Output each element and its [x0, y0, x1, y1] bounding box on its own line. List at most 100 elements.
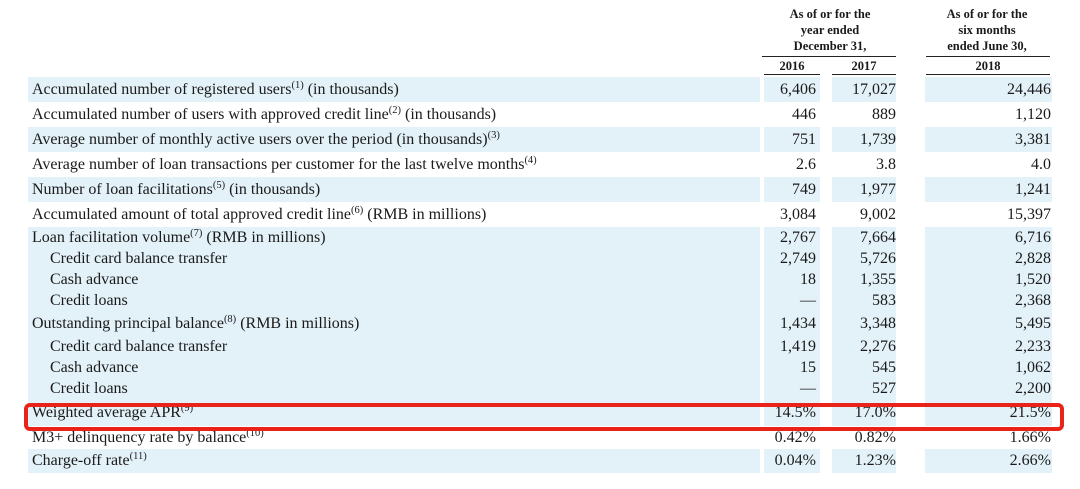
year-2017: 2017 — [851, 59, 877, 73]
header-six-months: As of or for the six months ended June 3… — [922, 6, 1052, 54]
row-shade — [832, 357, 896, 378]
row-shade — [832, 269, 896, 290]
value-2018: 1,241 — [1015, 180, 1051, 198]
row-label-text: Cash advance — [50, 270, 139, 288]
table-header: As of or for the year ended December 31,… — [0, 4, 1080, 75]
value-2017: 1.23% — [854, 452, 896, 469]
value-2018: 1,062 — [1015, 358, 1051, 376]
year-2016: 2016 — [779, 59, 805, 73]
row-shade — [28, 336, 760, 357]
row-label: M3+ delinquency rate by balance(10) — [32, 428, 264, 448]
header-a-line-2: year ended — [800, 23, 860, 37]
table-row: Cash advance 15 545 1,062 — [0, 357, 1080, 378]
row-shade — [28, 357, 760, 378]
value-2017: 3.8 — [876, 155, 896, 173]
footnote-marker: (8) — [223, 313, 237, 325]
value-2016: — — [800, 291, 816, 309]
row-shade — [832, 127, 896, 152]
value-2018: 1.66% — [1009, 428, 1051, 446]
row-shade — [28, 227, 760, 248]
year-rule-2018 — [926, 74, 1050, 75]
row-label-text: Credit loans — [50, 291, 128, 309]
value-2018: 2.66% — [1009, 452, 1051, 469]
value-2016: 2,767 — [780, 228, 816, 246]
row-shade — [925, 227, 1052, 248]
footnote-marker: (2) — [388, 104, 402, 116]
value-2016: 3,084 — [780, 205, 816, 223]
row-label: Number of loan facilitations(5) (in thou… — [32, 180, 320, 200]
row-label-text: M3+ delinquency rate by balance — [32, 428, 247, 446]
value-2016: 2,749 — [780, 249, 816, 267]
value-2018: 1,520 — [1015, 270, 1051, 288]
row-shade — [764, 357, 820, 378]
row-shade — [764, 311, 820, 336]
value-2018: 2,828 — [1015, 249, 1051, 267]
row-shade — [832, 311, 896, 336]
value-2017: 1,977 — [860, 180, 896, 198]
value-2016: 15 — [800, 358, 816, 376]
row-shade — [925, 127, 1052, 152]
value-2017: 17.0% — [854, 403, 896, 421]
row-shade — [764, 336, 820, 357]
value-2018: 1,120 — [1015, 105, 1051, 123]
row-label-text: Credit loans — [50, 379, 128, 397]
row-shade — [832, 177, 896, 202]
value-2017: 2,276 — [860, 337, 896, 355]
row-label-text: Accumulated amount of total approved cre… — [32, 205, 351, 223]
row-label-unit: (in thousands) — [225, 180, 321, 198]
row-shade — [28, 290, 760, 311]
value-2017: 0.82% — [854, 428, 896, 446]
row-label: Cash advance — [50, 270, 138, 290]
row-shade — [925, 336, 1052, 357]
row-label-text: Weighted average APR — [32, 403, 181, 421]
table-row: Credit card balance transfer 1,419 2,276 2,… — [0, 336, 1080, 357]
row-shade — [832, 449, 896, 473]
row-shade — [764, 378, 820, 399]
row-shade — [925, 269, 1052, 290]
header-a-line-1: As of or for the — [789, 7, 871, 21]
table-row: Average number of monthly active users o… — [0, 127, 1080, 152]
value-2018: 15,397 — [1007, 205, 1051, 223]
header-b-line-1: As of or for the — [946, 7, 1028, 21]
row-label-text: Credit card balance transfer — [50, 337, 228, 355]
row-shade — [28, 127, 760, 152]
footnote-marker: (4) — [524, 154, 537, 166]
footnote-marker: (7) — [190, 227, 203, 239]
value-2017: 5,726 — [860, 249, 896, 267]
row-shade — [28, 378, 760, 399]
row-shade — [764, 290, 820, 311]
value-2017: 1,739 — [860, 130, 896, 148]
table-row: Accumulated amount of total approved cre… — [0, 202, 1080, 227]
row-shade — [832, 248, 896, 269]
row-shade — [832, 290, 896, 311]
value-2018: 24,446 — [1007, 80, 1051, 98]
row-label-text: Accumulated number of registered users — [32, 80, 292, 98]
footnote-marker: (11) — [129, 451, 147, 462]
header-year-ended: As of or for the year ended December 31, — [760, 6, 900, 54]
value-2017: 3,348 — [860, 314, 896, 332]
table-row: Charge-off rate(11) 0.04% 1.23% 2.66% — [0, 449, 1080, 473]
value-2018: 21.5% — [1009, 403, 1051, 421]
table-row: M3+ delinquency rate by balance(10) 0.42%… — [0, 426, 1080, 449]
row-label-unit: (in thousands) — [303, 80, 399, 98]
header-b-line-3: ended June 30, — [947, 39, 1027, 53]
footnote-marker: (5) — [212, 179, 226, 191]
row-label-unit: (in thousands) — [401, 105, 497, 123]
table-row: Loan facilitation volume(7) (RMB in mill… — [0, 227, 1080, 248]
row-label-unit: (RMB in millions) — [236, 314, 360, 332]
value-2016: 446 — [792, 105, 816, 123]
value-2016: 0.42% — [774, 428, 816, 446]
value-2018: 4.0 — [1031, 155, 1051, 173]
value-2016: 18 — [800, 270, 816, 288]
data-table: Accumulated number of registered users (1… — [0, 77, 1080, 473]
row-label-text: Charge-off rate — [32, 452, 130, 469]
value-2018: 5,495 — [1015, 314, 1051, 332]
header-rule-a — [762, 56, 896, 57]
footnote-marker: (6) — [351, 204, 364, 216]
row-label: Credit loans — [50, 291, 128, 311]
year-rule-2017 — [832, 74, 896, 75]
row-shade — [764, 449, 820, 473]
row-label-text: Number of loan facilitations — [32, 180, 213, 198]
row-label-text: Loan facilitation volume — [32, 228, 191, 246]
table-row: Credit loans — 527 2,200 — [0, 378, 1080, 399]
